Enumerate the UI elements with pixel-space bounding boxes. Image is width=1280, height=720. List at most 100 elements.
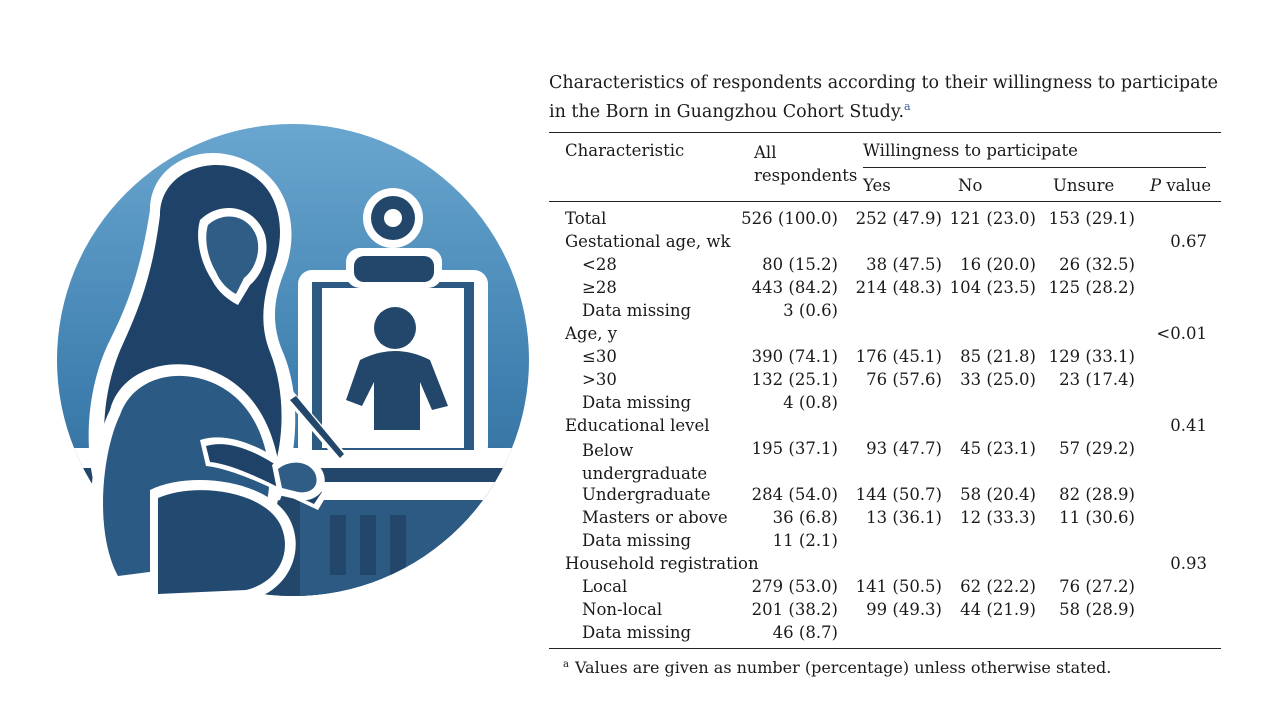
table-row: Age, y <0.01 (549, 322, 1221, 345)
cell-all-respondents: 132 (25.1) (751, 369, 838, 389)
header-willingness: Willingness to participate (863, 140, 1078, 160)
row-label-line1: Below (582, 440, 634, 460)
cell-unsure: 23 (17.4) (1059, 369, 1135, 389)
row-label: Gestational age, wk (565, 231, 731, 251)
cell-all-respondents: 201 (38.2) (751, 599, 838, 619)
table-row: Data missing 4 (0.8) (549, 391, 1221, 414)
table-row: >30 132 (25.1) 76 (57.6) 33 (25.0) 23 (17.4) (549, 368, 1221, 391)
cell-yes: 13 (36.1) (866, 507, 942, 527)
footnote-marker: a (563, 658, 569, 670)
row-label: ≥28 (582, 277, 617, 297)
cell-no: 58 (20.4) (960, 484, 1036, 504)
cell-no: 85 (21.8) (960, 346, 1036, 366)
cell-all-respondents: 36 (6.8) (772, 507, 838, 527)
cell-unsure: 26 (32.5) (1059, 254, 1135, 274)
cell-unsure: 76 (27.2) (1059, 576, 1135, 596)
cell-no: 16 (20.0) (960, 254, 1036, 274)
row-label: Data missing (582, 530, 692, 550)
table-row: ≤30 390 (74.1) 176 (45.1) 85 (21.8) 129 (33.… (549, 345, 1221, 368)
cell-all-respondents: 526 (100.0) (741, 208, 838, 228)
table-row: Masters or above 36 (6.8) 13 (36.1) 12 (33.… (549, 506, 1221, 529)
header-all-respondents: All respondents (754, 141, 864, 187)
table-row: <28 80 (15.2) 38 (47.5) 16 (20.0) 26 (32.5) (549, 253, 1221, 276)
cell-no: 62 (22.2) (960, 576, 1036, 596)
footnote-text: Values are given as number (percentage) … (574, 657, 1112, 677)
table-header: Characteristic All respondents Willingne… (549, 133, 1221, 202)
row-label: Undergraduate (582, 484, 711, 504)
row-label: <28 (582, 254, 617, 274)
cell-unsure: 153 (29.1) (1048, 208, 1135, 228)
header-unsure: Unsure (1053, 175, 1115, 195)
cell-yes: 176 (45.1) (855, 346, 942, 366)
cell-yes: 38 (47.5) (866, 254, 942, 274)
illustration-svg (57, 124, 529, 605)
cell-yes: 214 (48.3) (855, 277, 942, 297)
cell-yes: 93 (47.7) (866, 438, 942, 458)
cell-unsure: 11 (30.6) (1059, 507, 1135, 527)
header-p-rest: value (1161, 175, 1212, 195)
caption-text: Characteristics of respondents according… (549, 73, 1218, 122)
cell-yes: 99 (49.3) (866, 599, 942, 619)
cell-all-respondents: 443 (84.2) (751, 277, 838, 297)
table-row: Gestational age, wk 0.67 (549, 230, 1221, 253)
cell-yes: 144 (50.7) (855, 484, 942, 504)
cell-no: 121 (23.0) (949, 208, 1036, 228)
header-p-value: P value (1150, 176, 1211, 195)
table-caption: Characteristics of respondents according… (549, 72, 1221, 124)
table-row: Data missing 11 (2.1) (549, 529, 1221, 552)
cell-p-value: 0.93 (1170, 553, 1207, 573)
table-row: Educational level 0.41 (549, 414, 1221, 437)
woman-figure (88, 153, 350, 605)
row-label: Masters or above (582, 507, 728, 527)
cell-no: 104 (23.5) (949, 277, 1036, 297)
row-label: Data missing (582, 622, 692, 642)
table-row: Undergraduate 284 (54.0) 144 (50.7) 58 (20.… (549, 483, 1221, 506)
cell-all-respondents: 80 (15.2) (762, 254, 838, 274)
header-all-line1: All (754, 142, 777, 162)
cell-p-value: 0.41 (1170, 415, 1207, 435)
row-label: Data missing (582, 300, 692, 320)
cell-no: 45 (23.1) (960, 438, 1036, 458)
table-top-rule (549, 131, 1221, 133)
header-sub-rule (863, 166, 1206, 168)
cell-p-value: <0.01 (1156, 323, 1207, 343)
table-row: Non-local 201 (38.2) 99 (49.3) 44 (21.9) 58 … (549, 598, 1221, 621)
cell-unsure: 82 (28.9) (1059, 484, 1135, 504)
cell-unsure: 129 (33.1) (1048, 346, 1135, 366)
cell-yes: 76 (57.6) (866, 369, 942, 389)
row-label: Educational level (565, 415, 710, 435)
header-p-italic: P (1150, 175, 1162, 195)
row-label: Household registration (565, 553, 759, 573)
cell-all-respondents: 11 (2.1) (772, 530, 838, 550)
row-label: Below undergraduate (582, 439, 707, 485)
clipboard-icon (298, 188, 488, 460)
row-label: ≤30 (582, 346, 617, 366)
row-label: Local (582, 576, 628, 596)
cell-all-respondents: 284 (54.0) (751, 484, 838, 504)
cell-p-value: 0.67 (1170, 231, 1207, 251)
cell-unsure: 125 (28.2) (1048, 277, 1135, 297)
table-row: Data missing 3 (0.6) (549, 299, 1221, 322)
cell-all-respondents: 390 (74.1) (751, 346, 838, 366)
cell-yes: 252 (47.9) (855, 208, 942, 228)
row-label: Age, y (565, 323, 618, 343)
row-label: Data missing (582, 392, 692, 412)
cell-all-respondents: 46 (8.7) (772, 622, 838, 642)
cell-all-respondents: 279 (53.0) (751, 576, 838, 596)
header-all-line2: respondents (754, 165, 858, 185)
row-label: Total (565, 208, 607, 228)
pregnant-woman-writing-icon (0, 70, 540, 645)
cell-all-respondents: 195 (37.1) (751, 438, 838, 458)
cell-no: 12 (33.3) (960, 507, 1036, 527)
table-row: Total 526 (100.0) 252 (47.9) 121 (23.0) 153 … (549, 207, 1221, 230)
table-row: Below undergraduate 195 (37.1) 93 (47.7) 45 … (549, 437, 1221, 483)
cell-yes: 141 (50.5) (855, 576, 942, 596)
table-row: ≥28 443 (84.2) 214 (48.3) 104 (23.5) 125 (28… (549, 276, 1221, 299)
row-label: >30 (582, 369, 617, 389)
table-block: Characteristics of respondents according… (549, 72, 1221, 677)
cell-unsure: 58 (28.9) (1059, 599, 1135, 619)
row-label: Non-local (582, 599, 663, 619)
cell-unsure: 57 (29.2) (1059, 438, 1135, 458)
header-yes: Yes (863, 175, 891, 195)
cell-no: 33 (25.0) (960, 369, 1036, 389)
